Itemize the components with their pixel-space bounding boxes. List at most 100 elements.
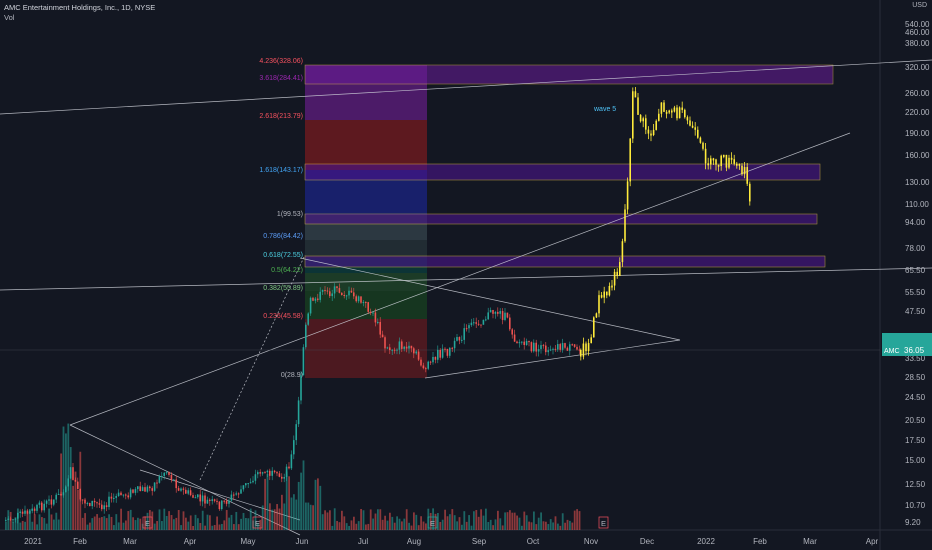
volume-bar	[513, 512, 516, 530]
candle-body	[127, 495, 129, 498]
candle-body	[525, 340, 528, 346]
zone-box-99[interactable]	[304, 213, 818, 225]
volume-bar	[149, 510, 151, 530]
zone-box-143[interactable]	[304, 163, 821, 181]
volume-bar	[43, 518, 46, 530]
candle-body	[413, 348, 415, 354]
candle-body	[326, 290, 329, 292]
triangle-lower-line[interactable]	[424, 339, 681, 379]
volume-bar	[475, 509, 478, 530]
candle-body-highlight	[699, 137, 702, 143]
volume-bar	[295, 499, 298, 530]
volume-bar	[535, 524, 538, 530]
zone-box-72[interactable]	[304, 255, 826, 268]
volume-bar	[384, 515, 386, 530]
candle-body-highlight	[580, 350, 582, 357]
candle-body	[117, 492, 120, 496]
volume-bar	[225, 509, 228, 530]
candle-body	[458, 337, 461, 341]
time-tick: 2022	[697, 537, 715, 546]
candle-body	[374, 312, 377, 323]
volume-bar	[5, 521, 7, 530]
candle-body	[19, 511, 21, 513]
volume-bar	[105, 518, 108, 530]
candle-body	[393, 349, 396, 351]
candle-body-highlight	[697, 129, 699, 138]
current-symbol-label: AMC	[884, 348, 900, 355]
candle-body	[420, 359, 422, 366]
candle-body-highlight	[632, 91, 634, 139]
candle-body	[168, 472, 170, 475]
price-tick: 9.20	[905, 518, 921, 527]
volume-bar	[453, 515, 456, 530]
candle-body	[429, 361, 432, 363]
volume-bar	[146, 512, 149, 530]
candle-body	[302, 347, 305, 376]
volume-bar	[197, 518, 199, 530]
candle-body	[410, 345, 413, 349]
candle-body	[417, 351, 420, 360]
fib-zones	[304, 64, 834, 378]
candle-body	[463, 328, 465, 340]
volume-bar	[110, 516, 113, 530]
earnings-marker[interactable]	[598, 516, 609, 529]
dotted-projection[interactable]	[199, 254, 306, 481]
candle-body	[36, 504, 38, 511]
volume-bar	[36, 524, 38, 530]
volume-bar	[545, 521, 547, 530]
zone-box-328[interactable]	[304, 64, 834, 85]
candle-body	[434, 356, 437, 360]
candle-body	[307, 313, 309, 325]
candle-body	[165, 472, 168, 474]
earnings-marker[interactable]	[427, 516, 438, 529]
candle-body	[465, 328, 468, 330]
candle-body	[156, 482, 158, 484]
volume-bar	[530, 522, 533, 530]
candle-body	[151, 488, 153, 491]
candle-body	[144, 487, 146, 492]
candle-body-highlight	[647, 129, 650, 134]
candle-body	[501, 311, 504, 320]
candle-body	[355, 296, 357, 302]
candle-body	[240, 489, 242, 494]
candle-body	[285, 466, 288, 478]
candle-body-highlight	[624, 209, 626, 242]
volume-bar	[360, 508, 362, 530]
candle-body-highlight	[590, 337, 592, 344]
time-tick: Feb	[753, 537, 767, 546]
volume-bar	[525, 515, 528, 530]
volume-bar	[91, 518, 94, 530]
candle-body-highlight	[621, 241, 624, 263]
candle-body	[338, 288, 341, 293]
time-axis[interactable]: 2021 Feb Mar Apr May Jun Jul Aug Sep Oct Nov Dec 202…	[24, 537, 878, 546]
triangle-upper-line[interactable]	[299, 257, 681, 341]
volume-bar	[237, 524, 240, 530]
candle-body	[439, 349, 441, 358]
time-tick: 2021	[24, 537, 42, 546]
trendline-diagonal-support[interactable]	[69, 132, 851, 426]
volume-bar	[564, 522, 566, 530]
candle-body	[276, 472, 278, 474]
earnings-marker[interactable]	[142, 516, 153, 529]
candle-body	[24, 510, 26, 514]
price-tick: 190.00	[905, 129, 930, 138]
candle-body	[218, 501, 221, 510]
trendline-mid-channel[interactable]	[0, 267, 932, 291]
candle-body	[523, 341, 525, 346]
symbol-title[interactable]: AMC Entertainment Holdings, Inc., 1D, NY…	[4, 3, 155, 12]
candle-body	[324, 290, 326, 292]
candle-body	[396, 349, 398, 351]
volume-bar	[317, 478, 319, 530]
trendline-lower[interactable]	[139, 469, 301, 521]
time-tick: Aug	[407, 537, 421, 546]
price-tick: 65.50	[905, 266, 926, 275]
earnings-marker[interactable]	[252, 516, 263, 529]
candle-body	[187, 490, 189, 494]
fib-zone-0786	[305, 240, 427, 258]
volume-bar	[242, 512, 245, 530]
volume-bar	[420, 516, 422, 530]
candle-body	[415, 351, 417, 354]
trendline-top-channel[interactable]	[0, 59, 932, 115]
